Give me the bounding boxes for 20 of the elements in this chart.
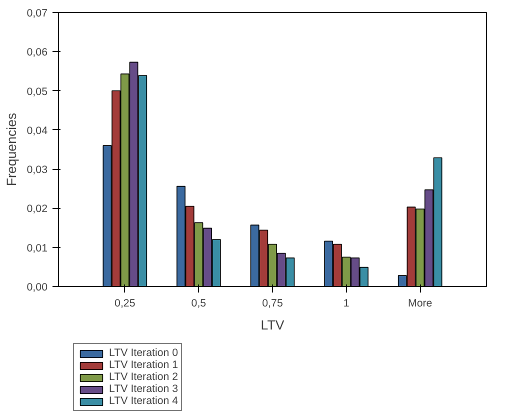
legend-label: LTV Iteration 0 xyxy=(109,347,178,359)
legend-label: LTV Iteration 4 xyxy=(109,395,178,407)
y-tick-label: 0,07 xyxy=(26,8,48,20)
x-axis-title: LTV xyxy=(260,318,284,332)
y-tick-label: 0,04 xyxy=(26,124,48,137)
x-tick-label: 0,5 xyxy=(191,298,206,310)
y-tick-label: 0,00 xyxy=(26,282,48,294)
x-tick-label: 0,75 xyxy=(262,298,283,310)
y-tick-label: 0,05 xyxy=(26,86,48,98)
x-tick-label: 1 xyxy=(343,298,350,310)
legend-label: LTV Iteration 1 xyxy=(109,359,178,371)
legend-label: LTV Iteration 2 xyxy=(109,371,178,383)
y-tick-label: 0,03 xyxy=(26,164,48,176)
y-tick-label: 0,06 xyxy=(26,46,48,59)
y-tick-label: 0,02 xyxy=(26,203,48,216)
x-tick-label: 0,25 xyxy=(114,298,136,310)
x-tick-label: More xyxy=(408,298,432,310)
y-axis-title: Frequencies xyxy=(4,112,19,186)
y-tick-label: 0,01 xyxy=(26,242,48,254)
legend-label: LTV Iteration 3 xyxy=(109,383,178,395)
